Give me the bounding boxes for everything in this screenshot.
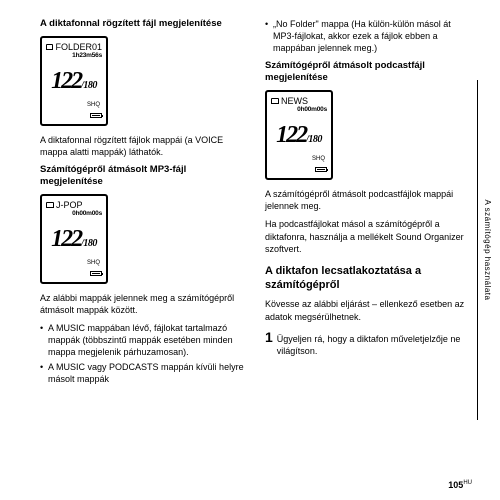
lcd1-battery bbox=[90, 113, 102, 120]
lcd3-battery bbox=[315, 167, 327, 174]
folder-icon bbox=[271, 98, 279, 104]
heading-podcast-transfer: Számítógépről átmásolt podcastfájl megje… bbox=[265, 60, 472, 84]
lcd2-battery bbox=[90, 271, 102, 278]
step-1-text: Ügyeljen rá, hogy a diktafon műveletjelz… bbox=[277, 333, 472, 357]
lcd1-count: 122/180 bbox=[46, 69, 102, 93]
heading-mp3-transfer: Számítógépről átmásolt MP3-fájl megjelen… bbox=[40, 164, 247, 188]
text-sound-organizer: Ha podcastfájlokat másol a számítógépről… bbox=[265, 218, 472, 254]
text-recorded-folders: A diktafonnal rögzített fájlok mappái (a… bbox=[40, 134, 247, 158]
lcd-display-1: FOLDER01 1h23m56s 122/180 SHQ bbox=[40, 36, 108, 126]
lcd3-mode: SHQ bbox=[312, 156, 325, 162]
lcd1-time: 1h23m56s bbox=[46, 52, 102, 59]
side-section-label: A számítógép használata bbox=[483, 200, 492, 301]
folder-icon bbox=[46, 202, 54, 208]
lcd-display-3: NEWS 0h00m00s 122/180 SHQ bbox=[265, 90, 333, 180]
heading-recorded-file: A diktafonnal rögzített fájl megjeleníté… bbox=[40, 18, 247, 30]
side-divider bbox=[477, 80, 478, 420]
lcd3-count: 122/180 bbox=[271, 123, 327, 147]
page-number: 105HU bbox=[448, 480, 472, 490]
heading-disconnect: A diktafon lecsatlakoztatása a számítógé… bbox=[265, 265, 472, 293]
lcd3-folder: NEWS bbox=[281, 96, 308, 106]
folder-icon bbox=[46, 44, 53, 50]
text-mp3-folders: Az alábbi mappák jelennek meg a számítóg… bbox=[40, 292, 247, 316]
bullet-no-folder: „No Folder" mappa (Ha külön-külön másol … bbox=[265, 18, 472, 54]
bullet-outside-folder: A MUSIC vagy PODCASTS mappán kívüli hely… bbox=[40, 361, 247, 385]
step-1-number: 1 bbox=[265, 329, 273, 345]
lcd1-mode: SHQ bbox=[87, 102, 100, 108]
lcd-display-2: J-POP 0h00m00s 122/180 SHQ bbox=[40, 194, 108, 284]
step-1: 1 Ügyeljen rá, hogy a diktafon műveletje… bbox=[265, 329, 472, 357]
lcd2-mode: SHQ bbox=[87, 260, 100, 266]
lcd2-count: 122/180 bbox=[46, 227, 102, 251]
lcd1-folder: FOLDER01 bbox=[55, 42, 102, 52]
text-follow-procedure: Kövesse az alábbi eljárást – ellenkező e… bbox=[265, 298, 472, 322]
lcd2-time: 0h00m00s bbox=[46, 210, 102, 217]
lcd3-time: 0h00m00s bbox=[271, 106, 327, 113]
bullet-music-folder: A MUSIC mappában lévő, fájlokat tartalma… bbox=[40, 322, 247, 358]
lcd2-folder: J-POP bbox=[56, 200, 83, 210]
text-podcast-folders: A számítógépről átmásolt podcastfájlok m… bbox=[265, 188, 472, 212]
